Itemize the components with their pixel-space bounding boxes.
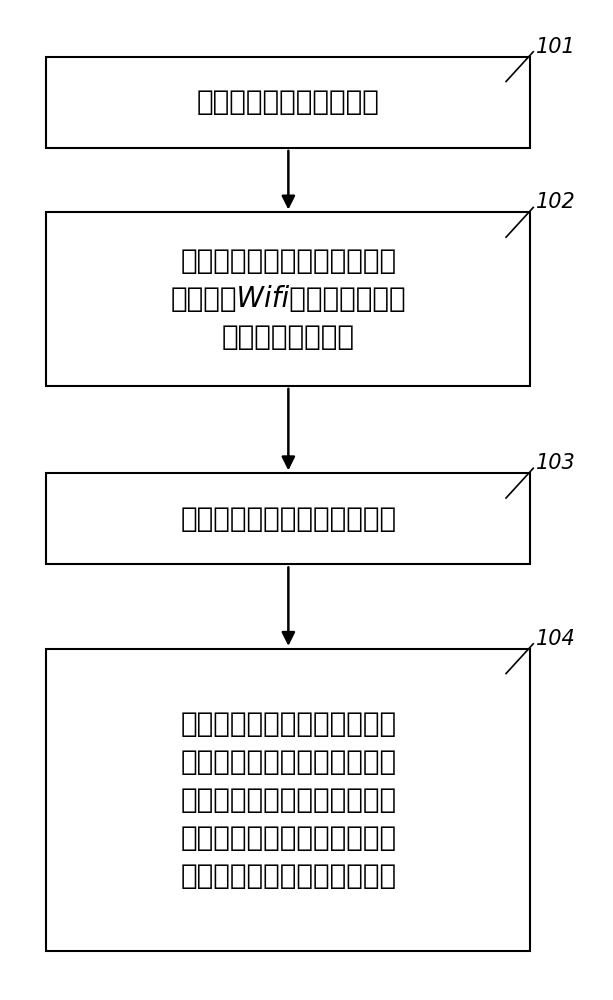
Bar [47, 473, 530, 564]
Text: 对所述特征信息进行解析处理: 对所述特征信息进行解析处理 [180, 505, 397, 533]
Text: 101: 101 [536, 37, 576, 57]
Text: 104: 104 [536, 629, 576, 649]
Bar [47, 212, 530, 386]
Text: 当手机进入监控区域时，监控
设备通过Wifi嗅探方式获取所
述手机的特征信息: 当手机进入监控区域时，监控 设备通过Wifi嗅探方式获取所 述手机的特征信息 [170, 247, 406, 351]
Text: 设置监控区域和监控设备: 设置监控区域和监控设备 [197, 88, 380, 116]
Text: 102: 102 [536, 192, 576, 212]
Text: 统计每个监控区域中的监控设
备获取的手机特征信息的集合
，基于某时刻某监控区域的手
机特征信息的集合生成该时刻
的所述监控区域的人群热力图: 统计每个监控区域中的监控设 备获取的手机特征信息的集合 ，基于某时刻某监控区域的… [180, 710, 397, 890]
Bar [47, 649, 530, 951]
Text: 103: 103 [536, 453, 576, 473]
Bar [47, 57, 530, 148]
